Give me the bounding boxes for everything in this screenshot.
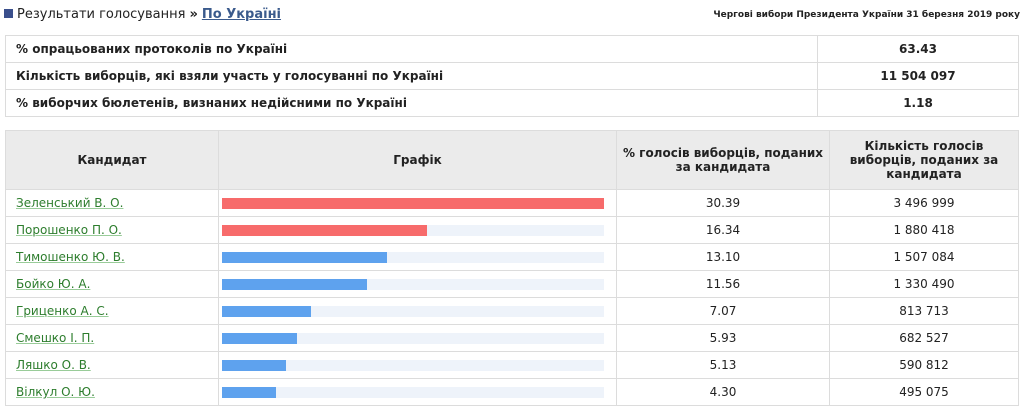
summary-row: % виборчих бюлетенів, визнаних недійсним… — [5, 89, 1019, 117]
result-row: Порошенко П. О. 16.34 1 880 418 — [5, 216, 1019, 244]
percent-cell: 5.93 — [616, 324, 830, 352]
bar — [222, 305, 311, 317]
bar — [222, 386, 277, 398]
breadcrumb: Результати голосування — [17, 7, 186, 22]
graph-cell — [218, 216, 617, 244]
graph-cell — [218, 243, 617, 271]
votes-cell: 1 880 418 — [829, 216, 1019, 244]
summary-value: 1.18 — [817, 89, 1019, 117]
votes-cell: 495 075 — [829, 378, 1019, 406]
votes-cell: 1 507 084 — [829, 243, 1019, 271]
graph-cell — [218, 270, 617, 298]
candidate-cell: Гриценко А. С. — [5, 297, 219, 325]
result-row: Ляшко О. В. 5.13 590 812 — [5, 351, 1019, 379]
graph-cell — [218, 378, 617, 406]
bar-track — [222, 386, 604, 398]
header: Результати голосування» По Україні Чергов… — [4, 7, 1020, 27]
candidate-link[interactable]: Гриценко А. С. — [16, 304, 109, 318]
bar — [222, 197, 604, 209]
icon — [4, 9, 13, 18]
candidate-link[interactable]: Бойко Ю. А. — [16, 277, 91, 291]
candidate-cell: Ляшко О. В. — [5, 351, 219, 379]
result-row: Тимошенко Ю. В. 13.10 1 507 084 — [5, 243, 1019, 271]
votes-cell: 590 812 — [829, 351, 1019, 379]
result-row: Гриценко А. С. 7.07 813 713 — [5, 297, 1019, 325]
bar — [222, 251, 387, 263]
bar — [222, 278, 368, 290]
candidate-link[interactable]: Порошенко П. О. — [16, 223, 122, 237]
percent-cell: 11.56 — [616, 270, 830, 298]
percent-cell: 16.34 — [616, 216, 830, 244]
percent-cell: 5.13 — [616, 351, 830, 379]
candidate-link[interactable]: Ляшко О. В. — [16, 358, 91, 372]
candidate-cell: Бойко Ю. А. — [5, 270, 219, 298]
bar — [222, 359, 287, 371]
candidate-cell: Смешко І. П. — [5, 324, 219, 352]
percent-cell: 30.39 — [616, 189, 830, 217]
separator: » — [189, 7, 198, 22]
region-link[interactable]: По Україні — [201, 7, 282, 22]
candidate-cell: Зеленський В. О. — [5, 189, 219, 217]
election-title: Чергові вибори Президента України 31 бер… — [713, 10, 1020, 20]
column-header: Кандидат — [5, 130, 219, 190]
column-header: % голосів виборців, поданих за кандидата — [616, 130, 830, 190]
candidate-cell: Порошенко П. О. — [5, 216, 219, 244]
summary-table: % опрацьованих протоколів по Україні 63.4… — [5, 35, 1019, 117]
results-table: Кандидат Графік% голосів виборців, подани… — [5, 130, 1019, 406]
bar — [222, 224, 428, 236]
candidate-link[interactable]: Вілкул О. Ю. — [16, 385, 95, 399]
bar-track — [222, 224, 604, 236]
candidate-cell: Вілкул О. Ю. — [5, 378, 219, 406]
votes-cell: 3 496 999 — [829, 189, 1019, 217]
candidate-link[interactable]: Зеленський В. О. — [16, 196, 124, 210]
summary-label: % виборчих бюлетенів, визнаних недійсним… — [5, 89, 818, 117]
graph-cell — [218, 297, 617, 325]
column-header: Кількість голосів виборців, поданих за к… — [829, 130, 1019, 190]
result-row: Бойко Ю. А. 11.56 1 330 490 — [5, 270, 1019, 298]
graph-cell — [218, 351, 617, 379]
votes-cell: 682 527 — [829, 324, 1019, 352]
bar — [222, 332, 297, 344]
bar-track — [222, 251, 604, 263]
graph-cell — [218, 189, 617, 217]
result-row: Смешко І. П. 5.93 682 527 — [5, 324, 1019, 352]
result-row: Зеленський В. О. 30.39 3 496 999 — [5, 189, 1019, 217]
result-row: Вілкул О. Ю. 4.30 495 075 — [5, 378, 1019, 406]
summary-label: Кількість виборців, які взяли участь у г… — [5, 62, 818, 90]
bar-track — [222, 305, 604, 317]
candidate-cell: Тимошенко Ю. В. — [5, 243, 219, 271]
column-header: Графік — [218, 130, 617, 190]
percent-cell: 7.07 — [616, 297, 830, 325]
bar-track — [222, 278, 604, 290]
bar-track — [222, 359, 604, 371]
summary-value: 63.43 — [817, 35, 1019, 63]
candidate-link[interactable]: Смешко І. П. — [16, 331, 95, 345]
summary-value: 11 504 097 — [817, 62, 1019, 90]
percent-cell: 13.10 — [616, 243, 830, 271]
summary-label: % опрацьованих протоколів по Україні — [5, 35, 818, 63]
votes-cell: 813 713 — [829, 297, 1019, 325]
graph-cell — [218, 324, 617, 352]
summary-row: % опрацьованих протоколів по Україні 63.4… — [5, 35, 1019, 63]
bar-track — [222, 332, 604, 344]
bar-track — [222, 197, 604, 209]
candidate-link[interactable]: Тимошенко Ю. В. — [16, 250, 125, 264]
votes-cell: 1 330 490 — [829, 270, 1019, 298]
summary-row: Кількість виборців, які взяли участь у г… — [5, 62, 1019, 90]
percent-cell: 4.30 — [616, 378, 830, 406]
